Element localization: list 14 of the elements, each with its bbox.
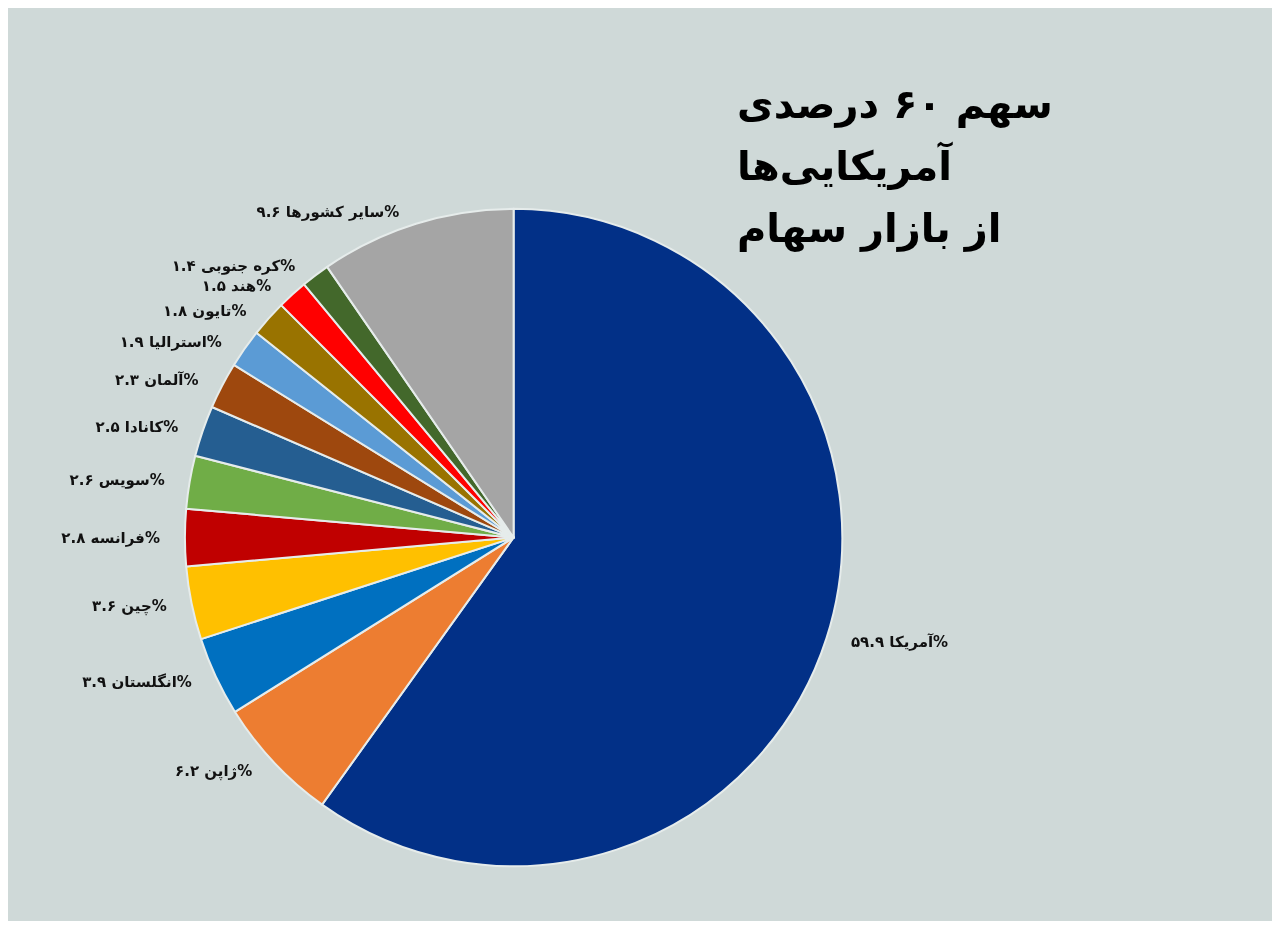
slice-label: آلمان ۲.۳% — [114, 371, 199, 390]
slice-label: هند ۱.۵% — [201, 276, 272, 295]
slice-label: انگلستان ۳.۹% — [82, 672, 192, 691]
slice-label: آمریکا ۵۹.۹% — [850, 632, 949, 651]
slice-label: ژاپن ۶.۲% — [175, 761, 253, 781]
slice-label: چین ۳.۶% — [92, 596, 167, 616]
slice-label: سویس ۲.۶% — [69, 471, 165, 490]
chart-title: سهم ۶۰ درصدی آمریکایی‌ها از بازار سهام — [737, 81, 1067, 252]
slice-label: فرانسه ۲.۸% — [61, 528, 160, 547]
slice-label: کره جنوبی ۱.۴% — [171, 256, 296, 275]
slice-label: کانادا ۲.۵% — [95, 418, 179, 437]
slice-label: استرالیا ۱.۹% — [119, 332, 222, 351]
slice-label: تایون ۱.۸% — [163, 301, 247, 320]
slice-label: سایر کشورها ۹.۶% — [256, 203, 400, 222]
